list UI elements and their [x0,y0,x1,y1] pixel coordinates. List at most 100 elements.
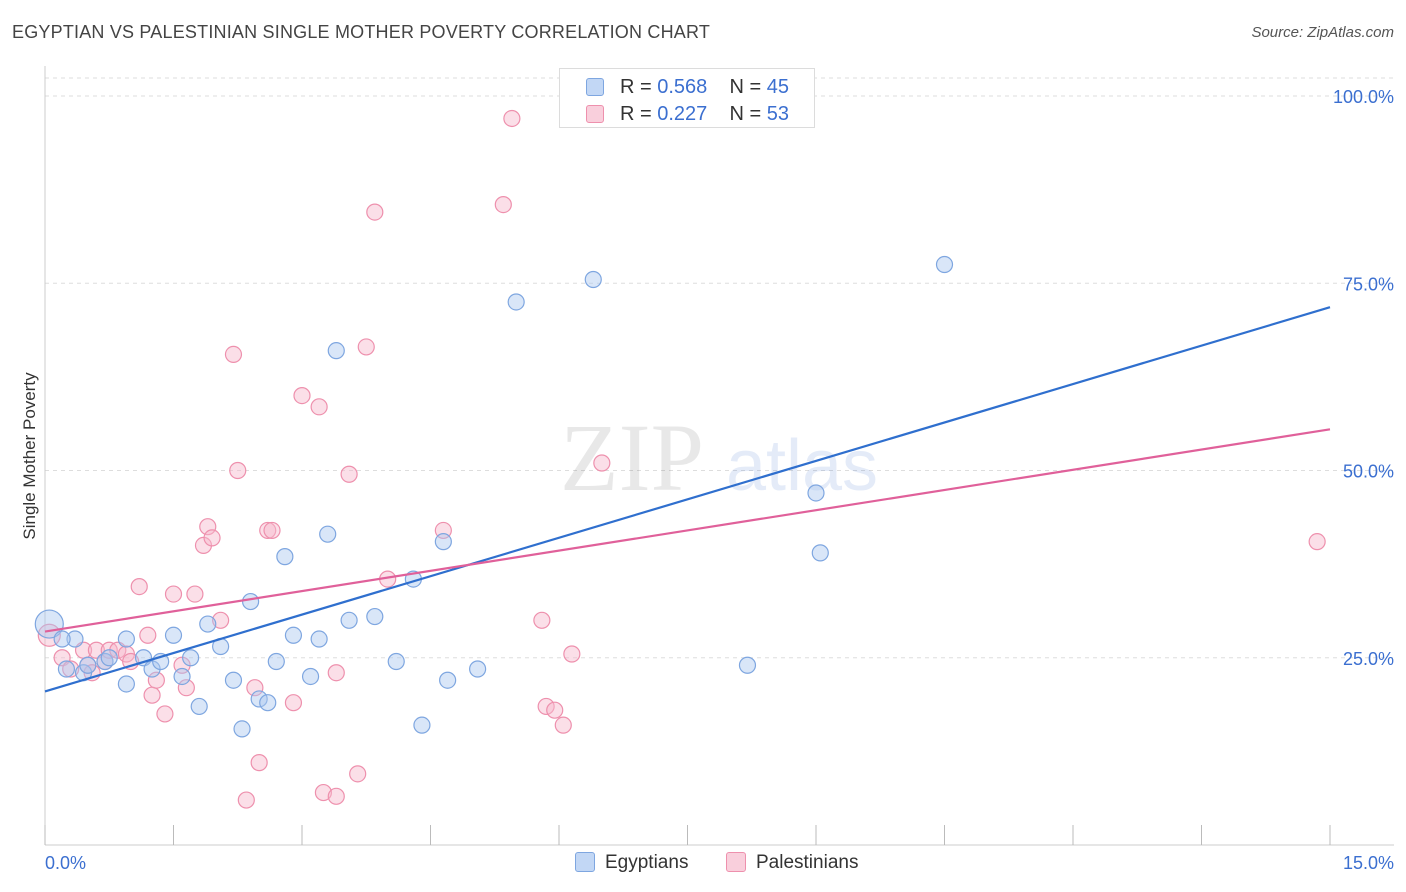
palestinians-point [212,611,230,629]
x-tick-label: 15.0% [1343,853,1394,873]
egyptians-point [79,656,97,674]
y-tick-label: 25.0% [1343,649,1394,669]
palestinians-point [130,577,148,596]
egyptians-point [434,533,452,551]
egyptians-point [173,667,191,686]
egyptians-point [439,671,457,689]
palestinians-point [139,626,157,644]
palestinians-point [554,716,572,734]
palestinians-point [563,645,581,663]
egyptians-point [53,630,71,648]
palestinians-point [593,454,611,472]
egyptians-point [507,293,525,311]
legend-n-label: N = [729,76,767,98]
palestinians-point [62,660,80,678]
egyptians-points [34,255,954,738]
legend-r-value: 0.568 [657,76,708,98]
y-tick-label: 75.0% [1343,274,1394,294]
egyptians-point [935,255,954,274]
legend-n-label: N = [729,103,767,125]
egyptians-point [319,525,337,543]
palestinians-point [546,701,564,719]
palestinians-point [250,754,268,772]
egyptians-point [34,609,64,639]
y-tick-label: 50.0% [1343,462,1394,482]
legend-n-value: 53 [766,103,790,125]
egyptians-point [469,660,487,678]
palestinians-point [494,196,512,214]
legend-r-value: 0.227 [657,103,708,125]
palestinians-point [357,338,375,356]
egyptians-point [301,667,320,686]
palestinians-trend-line [44,428,1331,633]
bottom-legend-palestinians: Palestinians [726,852,858,874]
axes [44,66,1394,846]
egyptians-point [366,607,384,626]
palestinians-point [327,664,345,682]
egyptians-point [66,630,84,648]
egyptians-point [284,626,303,644]
egyptians-point [267,652,285,671]
egyptians-point [199,615,217,633]
trend-lines [44,306,1331,693]
palestinians-point [1308,533,1326,551]
palestinians-point [340,465,358,483]
egyptians-point [327,342,345,360]
chart-title: EGYPTIAN VS PALESTINIAN SINGLE MOTHER PO… [12,22,711,42]
correlation-legend: R = 0.568 N = 45 R = 0.227 N = 53 [559,68,815,128]
x-tick-label: 0.0% [45,853,86,873]
egyptians-point [259,694,277,712]
egyptians-point [242,592,260,611]
egyptians-point [811,544,829,562]
egyptians-point [224,671,243,689]
bottom-legend-label-egyptians: Egyptians [605,852,689,873]
egyptians-point [413,716,431,734]
egyptians-point [182,649,200,667]
bottom-legend-egyptians: Egyptians [575,852,688,874]
palestinians-point [537,697,555,716]
palestinians-point [186,585,204,603]
bottom-legend-swatch-palestinians [726,852,746,872]
palestinians-point [147,671,165,689]
legend-swatch-palestinians [586,105,604,123]
palestinians-point [503,109,521,128]
palestinians-point [366,203,384,221]
legend-swatch-egyptians [586,78,604,96]
palestinians-points [37,109,1326,809]
palestinians-point [229,461,247,480]
palestinians-point [156,705,174,723]
palestinians-point [199,518,217,536]
palestinians-point [349,765,367,783]
egyptians-point [387,652,405,671]
palestinians-point [327,787,345,805]
palestinians-point [284,694,303,712]
palestinians-point [263,521,281,540]
egyptians-point [233,720,251,738]
egyptians-point [340,611,358,629]
palestinians-point [224,345,243,364]
palestinians-point [237,791,255,809]
palestinians-point [177,679,195,697]
bottom-legend-swatch-egyptians [575,852,595,872]
egyptians-point [584,270,602,289]
egyptians-point [100,649,118,667]
egyptians-point [117,675,135,693]
palestinians-point [259,521,277,540]
egyptians-point [164,626,183,644]
legend-r-label: R = [620,76,658,98]
palestinians-point [203,529,221,547]
egyptians-point [57,660,76,678]
palestinians-point [164,585,183,603]
palestinians-point [310,398,328,416]
palestinians-point [533,611,551,629]
egyptians-point [190,697,208,716]
egyptians-trend-line [44,306,1331,693]
palestinians-point [293,387,311,405]
egyptians-point [276,548,294,566]
y-tick-label: 100.0% [1333,87,1394,107]
egyptians-point [117,630,135,648]
legend-r-label: R = [620,103,658,125]
egyptians-point [738,656,757,674]
bottom-legend-label-palestinians: Palestinians [756,852,859,873]
